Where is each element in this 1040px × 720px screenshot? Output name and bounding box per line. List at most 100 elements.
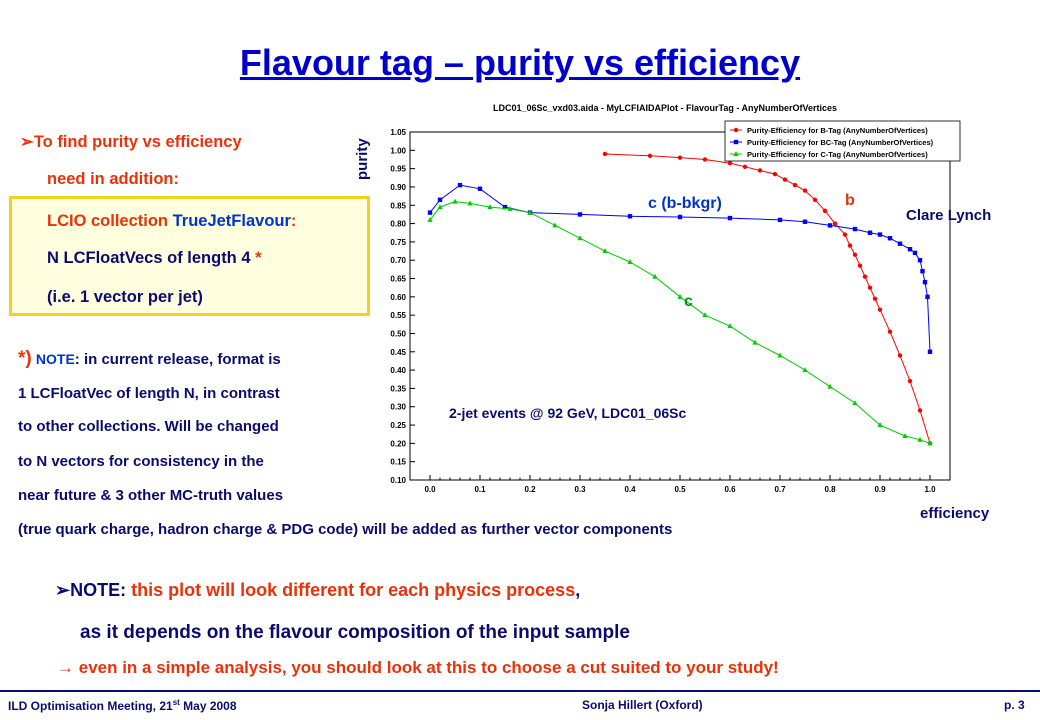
data-point-b xyxy=(907,378,913,384)
x-tick-label: 0.7 xyxy=(774,485,786,494)
legend-marker xyxy=(733,139,739,145)
data-point-c xyxy=(527,209,533,215)
y-tick-label: 0.20 xyxy=(390,439,406,448)
data-point-c xyxy=(777,352,783,358)
data-point-b xyxy=(872,296,878,301)
bullet-line-4: N LCFloatVecs of length 4 * xyxy=(47,248,262,268)
data-point-c xyxy=(652,273,658,279)
bullet-intro: ➢To find purity vs efficiency xyxy=(20,132,242,152)
bullet-line-4b: * xyxy=(255,249,262,267)
legend-marker xyxy=(733,151,739,156)
y-tick-label: 0.90 xyxy=(390,183,406,192)
y-tick-label: 0.30 xyxy=(390,403,406,412)
note-star: *) xyxy=(18,348,32,369)
series-layer xyxy=(427,151,933,446)
x-axis-label: efficiency xyxy=(920,505,990,522)
y-tick-label: 1.05 xyxy=(390,128,406,137)
x-tick-label: 0.9 xyxy=(874,485,886,494)
data-point-c xyxy=(802,367,808,373)
right-arrow-icon: → xyxy=(57,658,74,677)
bullet-line-3a: LCIO collection xyxy=(47,212,173,230)
data-point-bc xyxy=(897,241,903,246)
data-point-b xyxy=(887,329,893,334)
data-point-c xyxy=(827,383,833,389)
y-tick-label: 0.80 xyxy=(390,220,406,229)
legend-entry: Purity-Efficiency for C-Tag (AnyNumberOf… xyxy=(747,150,928,159)
data-point-b xyxy=(647,153,653,159)
legend-entry: Purity-Efficiency for B-Tag (AnyNumberOf… xyxy=(747,126,928,135)
data-point-bc xyxy=(912,250,918,256)
bottom-note-line-2: as it depends on the flavour composition… xyxy=(80,622,630,643)
data-point-c xyxy=(452,198,458,204)
x-tick-label: 0.4 xyxy=(624,485,636,494)
note-line-2: 1 LCFloatVec of length N, in contrast xyxy=(18,385,280,402)
y-tick-label: 1.00 xyxy=(390,146,406,155)
data-point-bc xyxy=(502,204,508,210)
x-tick-label: 0.5 xyxy=(674,485,686,494)
bottom-note-line-1: ➢NOTE: this plot will look different for… xyxy=(55,580,580,601)
data-point-c xyxy=(577,235,583,241)
data-point-b xyxy=(677,155,683,160)
data-point-c xyxy=(852,400,858,406)
data-point-b xyxy=(857,263,863,268)
data-point-bc xyxy=(777,217,783,223)
data-point-bc xyxy=(925,294,930,300)
data-point-c xyxy=(467,200,473,206)
data-point-b xyxy=(917,408,923,413)
footer-left-a: ILD Optimisation Meeting, 21 xyxy=(8,699,173,713)
data-point-c xyxy=(627,259,633,265)
y-tick-label: 0.50 xyxy=(390,329,406,338)
label-b: b xyxy=(845,192,855,209)
x-tick-label: 0.3 xyxy=(574,485,586,494)
data-point-c xyxy=(677,293,683,299)
legend-marker xyxy=(733,127,739,133)
data-point-bc xyxy=(922,279,928,285)
data-point-bc xyxy=(802,219,808,224)
data-point-b xyxy=(792,182,798,188)
legend-entry: Purity-Efficiency for BC-Tag (AnyNumberO… xyxy=(747,138,934,147)
data-point-b xyxy=(802,188,808,193)
series-line-3 xyxy=(429,201,931,444)
data-point-c xyxy=(507,205,513,211)
bottom-note-text-3: even in a simple analysis, you should lo… xyxy=(78,658,779,677)
bullet-line-3: LCIO collection TrueJetFlavour: xyxy=(47,211,296,231)
y-axis-label: purity xyxy=(354,138,371,180)
data-point-bc xyxy=(877,232,883,237)
bottom-note-comma: , xyxy=(575,580,581,600)
data-point-bc xyxy=(577,212,583,217)
bottom-note-colon: : xyxy=(120,580,132,600)
bullet-line-4a: N LCFloatVecs of length 4 xyxy=(47,249,256,267)
data-point-c xyxy=(877,422,883,428)
x-tick-label: 1.0 xyxy=(924,485,936,494)
data-point-b xyxy=(852,252,858,257)
y-tick-label: 0.60 xyxy=(390,293,406,302)
bottom-note-line-3: → even in a simple analysis, you should … xyxy=(57,658,779,678)
y-tick-label: 0.45 xyxy=(390,348,406,357)
y-tick-label: 0.10 xyxy=(390,476,406,485)
data-point-c xyxy=(702,312,708,318)
data-point-b xyxy=(897,353,903,358)
footer-left: ILD Optimisation Meeting, 21st May 2008 xyxy=(8,698,237,713)
page-title: Flavour tag – purity vs efficiency xyxy=(239,42,801,83)
footer-left-b: May 2008 xyxy=(179,699,237,713)
legend-box xyxy=(724,120,961,162)
note-line-4: to N vectors for consistency in the xyxy=(18,453,264,470)
x-tick-label: 0.2 xyxy=(524,485,536,494)
note-line-5: near future & 3 other MC-truth values xyxy=(18,487,284,504)
x-tick-label: 0.1 xyxy=(474,485,486,494)
data-point-b xyxy=(822,208,828,213)
data-point-c xyxy=(427,216,433,222)
bullet-line-2: need in addition: xyxy=(47,170,179,188)
data-point-c xyxy=(902,433,908,439)
data-point-b xyxy=(812,197,818,202)
bullet-line-3c: : xyxy=(290,212,297,230)
data-point-c xyxy=(602,248,608,254)
data-point-bc xyxy=(920,269,925,274)
y-tick-label: 0.40 xyxy=(390,366,406,375)
data-point-bc xyxy=(477,186,483,191)
y-tick-label: 0.55 xyxy=(390,311,406,320)
data-point-b xyxy=(862,274,868,279)
sample-label: 2-jet events @ 92 GeV, LDC01_06Sc xyxy=(449,405,686,421)
data-point-c xyxy=(752,339,758,345)
x-tick-label: 0.6 xyxy=(724,485,736,494)
